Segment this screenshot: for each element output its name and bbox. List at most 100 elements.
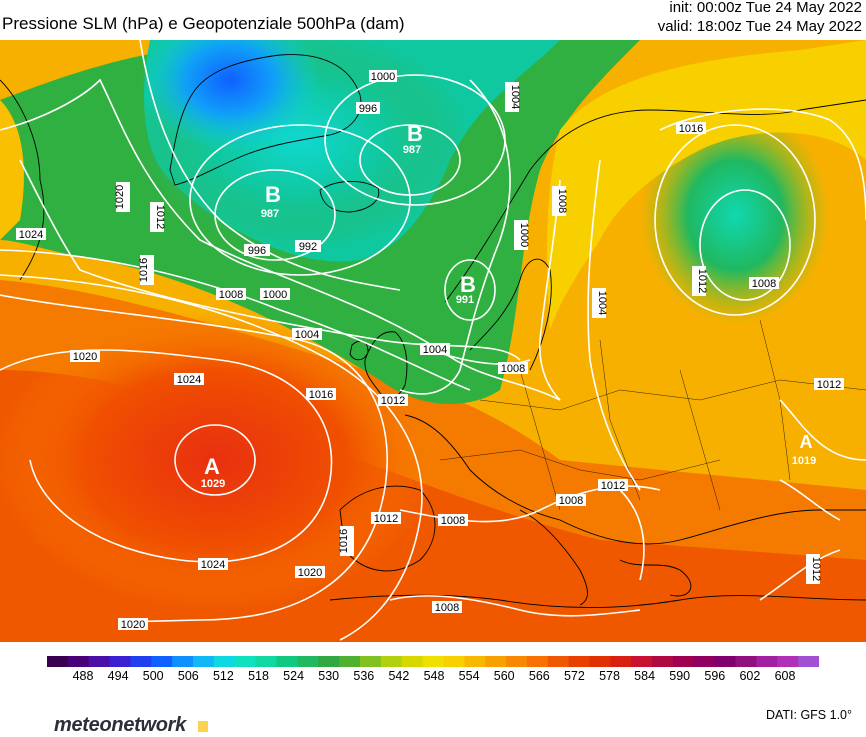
isobar-labels: 1000 996 1004 1016 1020 1024 1012 1016 9…: [16, 70, 844, 631]
color-scale-swatch: [359, 656, 382, 667]
color-scale-swatch: [610, 656, 632, 667]
color-scale-tick-label: 494: [107, 669, 129, 683]
svg-text:1029: 1029: [201, 478, 225, 490]
greenland-coast: [169, 54, 362, 186]
isobar-label: 1004: [420, 343, 450, 356]
data-credit: DATI: GFS 1.0°: [765, 708, 852, 722]
isobar-label: 1008: [749, 277, 779, 290]
isobar-label: 1012: [150, 202, 166, 232]
svg-text:1019: 1019: [792, 455, 816, 467]
pressure-center-low: B 991: [456, 272, 476, 306]
pressure-center-high: A 1029: [201, 454, 225, 490]
color-scale-bar: [47, 656, 819, 667]
color-scale-swatch: [547, 656, 570, 667]
svg-text:1000: 1000: [371, 71, 395, 83]
color-scale-tick-label: 500: [142, 669, 164, 683]
color-scale-tick-label: 554: [458, 669, 480, 683]
brand-logo-square: [198, 721, 208, 732]
svg-text:1004: 1004: [509, 85, 521, 109]
svg-text:1024: 1024: [19, 229, 43, 241]
isobar-label: 1016: [338, 526, 354, 556]
color-scale-swatch: [443, 656, 465, 667]
pressure-center-high: A 1019: [792, 432, 816, 467]
color-scale-swatch: [756, 656, 778, 667]
isobar-label: 1004: [292, 328, 322, 341]
color-scale-tick-label: 590: [669, 669, 691, 683]
isobar-label: 1024: [16, 228, 46, 241]
iceland-coast: [319, 181, 380, 213]
isobar-label: 992: [295, 240, 321, 253]
color-scale-swatch: [130, 656, 152, 667]
isobar-label: 1012: [598, 479, 628, 492]
svg-text:1012: 1012: [154, 205, 166, 229]
color-scale-tick-label: 518: [248, 669, 269, 683]
scandinavia-coast: [444, 99, 866, 303]
color-scale-tick-label: 602: [739, 669, 761, 683]
color-scale-swatch: [67, 656, 90, 667]
color-scale-swatch: [672, 656, 695, 667]
isobar-label: 1012: [814, 378, 844, 391]
color-scale-tick-label: 560: [493, 669, 515, 683]
svg-text:1000: 1000: [263, 289, 287, 301]
coastlines: [0, 54, 866, 608]
isobar-label: 1016: [138, 255, 154, 285]
isobar-label: 1000: [514, 220, 530, 250]
isobar-label: 1020: [70, 350, 100, 363]
svg-text:B: B: [265, 182, 281, 207]
svg-text:1020: 1020: [298, 567, 322, 579]
svg-text:1016: 1016: [309, 389, 333, 401]
isobar-label: 1012: [806, 554, 822, 584]
svg-text:1012: 1012: [601, 480, 625, 492]
svg-text:996: 996: [248, 245, 266, 257]
svg-text:1008: 1008: [219, 289, 243, 301]
isobar-label: 1020: [295, 566, 325, 579]
cold-core-shading: [140, 40, 320, 150]
isobar-label: 1020: [114, 182, 130, 212]
color-scale-swatch: [568, 656, 591, 667]
pressure-center-low: B 987: [261, 182, 281, 220]
color-scale-swatch: [652, 656, 674, 667]
color-scale-swatch: [276, 656, 298, 667]
azores-high-shading: [0, 310, 435, 610]
isobar-label: 1012: [378, 394, 408, 407]
svg-text:1004: 1004: [295, 329, 319, 341]
color-scale-swatch: [109, 656, 132, 667]
color-scale-swatch: [714, 656, 737, 667]
svg-text:1008: 1008: [501, 363, 525, 375]
weather-map[interactable]: 1000 996 1004 1016 1020 1024 1012 1016 9…: [0, 40, 866, 642]
europe-south-coast: [404, 414, 866, 545]
svg-text:1020: 1020: [121, 619, 145, 631]
isobar-label: 1024: [174, 373, 204, 386]
svg-text:1012: 1012: [810, 557, 822, 581]
iberia-coast: [339, 485, 436, 572]
color-scale-swatch: [193, 656, 215, 667]
svg-text:1000: 1000: [518, 223, 530, 247]
baltic-coast: [469, 258, 552, 371]
pressure-center-low: B 987: [403, 121, 423, 156]
isobar-label: 1008: [556, 494, 586, 507]
svg-text:992: 992: [299, 241, 317, 253]
color-scale-tick-label: 488: [72, 669, 94, 683]
color-scale-swatch: [339, 656, 361, 667]
color-scale-tick-label: 584: [634, 669, 656, 683]
color-scale-tick-label: 566: [528, 669, 550, 683]
chart-title: Pressione SLM (hPa) e Geopotenziale 500h…: [2, 14, 405, 33]
color-scale-swatch: [464, 656, 486, 667]
svg-text:B: B: [407, 121, 423, 146]
isobar-label: 1016: [676, 122, 706, 135]
color-scale-tick-label: 542: [388, 669, 410, 683]
color-scale-swatch: [297, 656, 319, 667]
color-scale-tick-label: 530: [318, 669, 340, 683]
color-scale-swatch: [693, 656, 716, 667]
color-scale-tick-label: 548: [423, 669, 445, 683]
svg-text:1016: 1016: [679, 123, 703, 135]
svg-text:1004: 1004: [423, 344, 447, 356]
ireland-coast: [349, 340, 369, 361]
svg-text:A: A: [204, 454, 220, 479]
svg-text:987: 987: [261, 208, 279, 220]
isobar-label: 1012: [692, 266, 708, 296]
color-scale-tick-label: 596: [704, 669, 726, 683]
valid-time: valid: 18:00z Tue 24 May 2022: [657, 18, 862, 35]
brand-logo: meteonetwork: [54, 714, 186, 736]
canada-yellow: [0, 100, 24, 240]
